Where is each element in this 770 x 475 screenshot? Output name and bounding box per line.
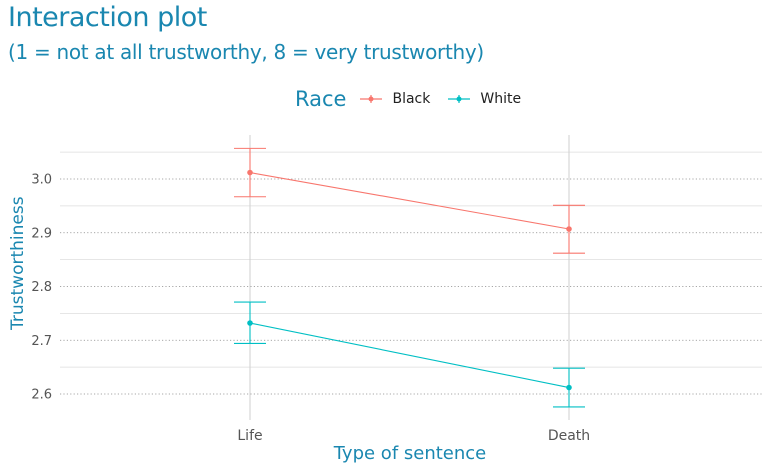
y-tick-label-2: 2.8 [31,280,52,295]
series-line-white [249,322,570,389]
point-black-life [247,169,253,176]
y-tick-label-1: 2.7 [31,334,52,349]
legend-title: Race [295,87,347,111]
legend-key-white [448,95,471,103]
chart-title: Interaction plot [8,2,207,33]
series-line-black [249,172,570,230]
y-tick-label-0: 2.6 [31,388,52,403]
legend-item-black: Black [358,91,430,107]
legend-label-white: White [480,91,522,107]
point-white-death [566,384,572,391]
y-tick-label-3: 2.9 [31,226,52,241]
y-axis-title: Trustworthiness [8,196,28,330]
legend-key-black [360,95,383,103]
y-tick-label-4: 3.0 [31,173,52,188]
legend-point-black [368,96,374,102]
legend-point-white [456,96,462,102]
point-white-life [247,320,253,326]
point-black-death [566,226,572,232]
x-tick-label-death: Death [548,428,590,444]
legend: Race Black White [295,84,537,114]
legend-label-black: Black [392,91,431,107]
legend-item-white: White [446,91,521,107]
x-tick-label-life: Life [237,428,262,444]
chart-subtitle: (1 = not at all trustworthy, 8 = very tr… [8,40,484,64]
x-axis-title: Type of sentence [333,443,487,464]
